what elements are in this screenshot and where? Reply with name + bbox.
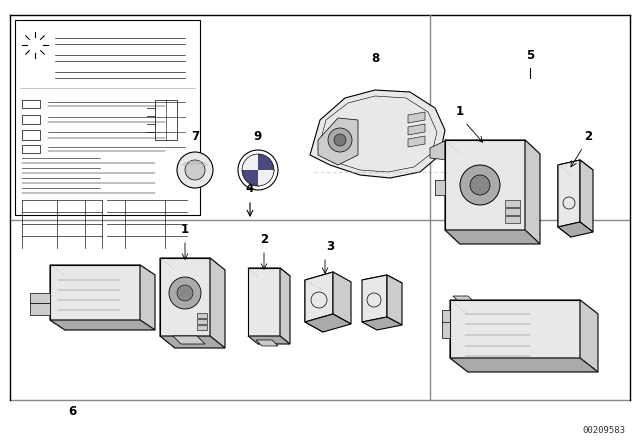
- Polygon shape: [50, 265, 155, 275]
- Polygon shape: [256, 340, 278, 346]
- Wedge shape: [258, 154, 274, 170]
- Polygon shape: [450, 300, 468, 372]
- Polygon shape: [408, 124, 425, 135]
- Circle shape: [334, 134, 346, 146]
- Wedge shape: [242, 154, 258, 170]
- Polygon shape: [248, 336, 290, 344]
- Circle shape: [470, 175, 490, 195]
- Polygon shape: [505, 208, 520, 215]
- Wedge shape: [258, 170, 274, 186]
- Polygon shape: [30, 293, 50, 303]
- Polygon shape: [558, 160, 580, 227]
- Text: 6: 6: [68, 405, 76, 418]
- Polygon shape: [280, 268, 290, 344]
- Circle shape: [185, 160, 205, 180]
- Circle shape: [169, 277, 201, 309]
- Text: 2: 2: [584, 130, 592, 143]
- Text: 00209583: 00209583: [582, 426, 625, 435]
- Polygon shape: [362, 275, 402, 288]
- Polygon shape: [173, 336, 205, 344]
- Text: 1: 1: [456, 105, 464, 118]
- Polygon shape: [442, 310, 450, 322]
- Circle shape: [177, 152, 213, 188]
- Text: 8: 8: [371, 52, 379, 65]
- Polygon shape: [15, 20, 200, 215]
- Polygon shape: [210, 258, 225, 348]
- Circle shape: [177, 285, 193, 301]
- Polygon shape: [50, 265, 65, 330]
- Polygon shape: [305, 280, 323, 332]
- Polygon shape: [450, 300, 580, 358]
- Polygon shape: [525, 140, 540, 244]
- Polygon shape: [197, 319, 207, 324]
- Wedge shape: [242, 170, 258, 186]
- Polygon shape: [580, 300, 598, 372]
- Polygon shape: [50, 320, 155, 330]
- Text: 1: 1: [181, 223, 189, 236]
- Polygon shape: [248, 268, 290, 276]
- Polygon shape: [445, 140, 540, 154]
- Polygon shape: [450, 358, 598, 372]
- Polygon shape: [310, 90, 445, 178]
- Text: 2: 2: [260, 233, 268, 246]
- Polygon shape: [197, 313, 207, 318]
- Polygon shape: [453, 296, 472, 300]
- Polygon shape: [160, 258, 225, 270]
- Polygon shape: [387, 275, 402, 325]
- Text: 4: 4: [246, 182, 254, 195]
- Circle shape: [328, 128, 352, 152]
- Polygon shape: [435, 180, 445, 195]
- Polygon shape: [445, 230, 540, 244]
- Polygon shape: [160, 258, 175, 348]
- Polygon shape: [505, 200, 520, 207]
- Text: 7: 7: [191, 130, 199, 143]
- Polygon shape: [50, 265, 140, 320]
- Polygon shape: [445, 140, 460, 244]
- Polygon shape: [30, 303, 50, 315]
- Polygon shape: [362, 317, 402, 330]
- Polygon shape: [450, 300, 598, 314]
- Polygon shape: [408, 112, 425, 123]
- Circle shape: [32, 42, 38, 48]
- Polygon shape: [505, 216, 520, 223]
- Polygon shape: [160, 336, 225, 348]
- Polygon shape: [333, 272, 351, 324]
- Text: 9: 9: [254, 130, 262, 143]
- Polygon shape: [305, 272, 333, 322]
- Polygon shape: [558, 222, 593, 237]
- Polygon shape: [558, 165, 571, 237]
- Polygon shape: [140, 265, 155, 330]
- Polygon shape: [248, 268, 280, 336]
- Text: 5: 5: [526, 49, 534, 62]
- Polygon shape: [442, 320, 450, 338]
- Polygon shape: [197, 325, 207, 330]
- Circle shape: [460, 165, 500, 205]
- Polygon shape: [408, 136, 425, 147]
- Text: 3: 3: [326, 240, 334, 253]
- Polygon shape: [305, 272, 351, 290]
- Polygon shape: [160, 258, 210, 336]
- Polygon shape: [558, 160, 593, 175]
- Polygon shape: [318, 118, 358, 165]
- Polygon shape: [445, 140, 525, 230]
- Polygon shape: [430, 140, 452, 160]
- Polygon shape: [305, 314, 351, 332]
- Polygon shape: [580, 160, 593, 232]
- Polygon shape: [362, 275, 387, 322]
